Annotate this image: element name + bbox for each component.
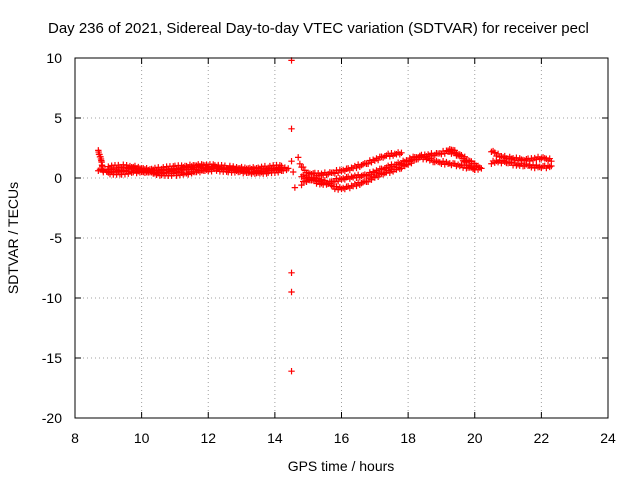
x-tick-label: 8 [71, 430, 79, 446]
outlier-point [288, 368, 295, 375]
y-tick-label: 0 [54, 170, 62, 186]
x-tick-label: 12 [200, 430, 216, 446]
data-point [311, 176, 319, 184]
data-point [298, 181, 305, 189]
x-tick-label: 22 [534, 430, 550, 446]
data-point [374, 168, 382, 176]
data-point [374, 156, 382, 164]
x-tick-label: 24 [600, 430, 616, 446]
data-point [474, 162, 482, 170]
data-point [451, 147, 458, 154]
data-point [278, 167, 285, 174]
axis-ticks: 8 10 12 14 16 18 20 22 24 10 5 0 -5 -10 -15 -20 [42, 50, 616, 446]
y-tick-label: -10 [42, 290, 62, 306]
data-point [386, 164, 394, 172]
outlier-point [291, 184, 299, 191]
data-point [296, 160, 304, 168]
outlier-point [288, 288, 295, 296]
x-tick-label: 16 [334, 430, 350, 446]
chart-title: Day 236 of 2021, Sidereal Day-to-day VTE… [48, 20, 589, 37]
outlier-point [288, 158, 295, 165]
data-point [353, 164, 360, 172]
x-tick-label: 10 [134, 430, 150, 446]
data-point [478, 165, 485, 172]
x-tick-label: 14 [267, 430, 283, 446]
y-tick-label: -5 [50, 230, 63, 246]
grid-lines [75, 58, 608, 418]
data-point [548, 162, 555, 170]
data-point [364, 178, 372, 186]
y-tick-label: -15 [42, 350, 62, 366]
outlier-point [288, 269, 295, 276]
data-point [353, 182, 360, 190]
data-point [458, 153, 465, 160]
outlier-point [288, 125, 295, 132]
data-point [299, 163, 307, 171]
data-point [100, 167, 107, 174]
data-point [285, 165, 292, 172]
y-tick-label: 5 [54, 110, 62, 126]
x-tick-label: 18 [400, 430, 416, 446]
data-point [491, 149, 498, 156]
x-axis-label: GPS time / hours [288, 458, 395, 474]
data-point [299, 171, 307, 179]
data-point [398, 149, 405, 156]
data-point [471, 166, 478, 174]
data-point [294, 154, 302, 161]
data-points [95, 57, 555, 375]
data-point [364, 172, 372, 180]
y-tick-label: 10 [46, 50, 62, 66]
data-point [364, 160, 372, 168]
x-tick-label: 20 [467, 430, 483, 446]
y-tick-label: -20 [42, 410, 62, 426]
y-axis-label: SDTVAR / TECUs [5, 182, 21, 294]
outlier-point [289, 168, 297, 176]
data-point [408, 157, 415, 164]
